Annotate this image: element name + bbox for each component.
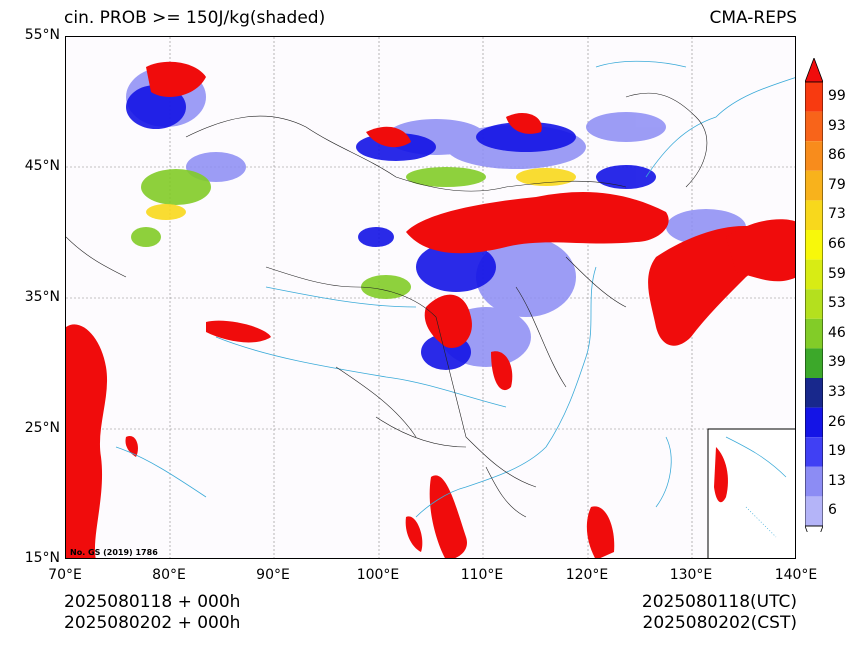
colorbar-segment xyxy=(805,378,823,408)
colorbar-segment xyxy=(805,230,823,260)
colorbar-label: 99 xyxy=(828,88,846,104)
colorbar-segment xyxy=(805,466,823,497)
map-approval-note: No. GS (2019) 1786 xyxy=(70,548,158,557)
boundaries xyxy=(66,92,708,518)
colorbar-segment xyxy=(805,496,823,526)
lat-label-25: 25°N xyxy=(24,420,60,436)
init-time-utc: 2025080118 + 000h xyxy=(64,592,241,612)
colorbar-segment xyxy=(805,318,823,349)
colorbar-label: 13 xyxy=(828,472,846,489)
lon-label-90: 90°E xyxy=(256,567,290,583)
colorbar-label: 86 xyxy=(828,147,846,164)
lon-label-140: 140°E xyxy=(774,567,818,583)
inset-map xyxy=(707,428,795,558)
colorbar-segment xyxy=(805,82,823,112)
colorbar-bottom-arrow xyxy=(805,525,823,532)
colorbar-label: 53 xyxy=(828,295,846,312)
lat-label-15: 15°N xyxy=(24,550,60,566)
lat-label-45: 45°N xyxy=(24,158,60,174)
map-panel: No. GS (2019) 1786 xyxy=(65,36,796,559)
init-time-block: 2025080118 + 000h 2025080202 + 000h xyxy=(64,592,240,634)
lon-label-70: 70°E xyxy=(48,567,82,583)
colorbar-top-arrow xyxy=(805,58,823,83)
colorbar-label: 6 xyxy=(828,502,837,519)
lon-label-120: 120°E xyxy=(565,567,609,583)
shaded-green xyxy=(131,167,486,299)
lon-label-130: 130°E xyxy=(669,567,713,583)
valid-time-block: 2025080118(UTC) 2025080202(CST) xyxy=(642,592,797,634)
colorbar-label: 39 xyxy=(828,354,846,371)
model-name: CMA-REPS xyxy=(709,8,797,28)
lon-label-110: 110°E xyxy=(460,567,504,583)
map-title: cin. PROB >= 150J/kg(shaded) xyxy=(64,8,326,28)
colorbar-label: 33 xyxy=(828,384,846,400)
colorbar-label: 19 xyxy=(828,443,846,460)
valid-time-cst: 2025080202(CST) xyxy=(642,613,797,633)
colorbar-segment xyxy=(805,170,823,201)
colorbar-segment xyxy=(805,141,823,171)
lat-label-55: 55°N xyxy=(24,27,60,43)
colorbar-segment xyxy=(805,259,823,290)
init-time-cst: 2025080202 + 000h xyxy=(64,613,241,633)
colorbar-label: 59 xyxy=(828,265,846,282)
shaded-high xyxy=(66,61,795,558)
lon-label-100: 100°E xyxy=(356,567,400,583)
colorbar-label: 93 xyxy=(828,117,846,134)
colorbar-label: 79 xyxy=(828,176,846,193)
colorbar-label: 66 xyxy=(828,236,846,252)
valid-time-utc: 2025080118(UTC) xyxy=(641,592,797,612)
lat-label-35: 35°N xyxy=(24,289,60,305)
colorbar-segment xyxy=(805,200,823,230)
colorbar-label: 73 xyxy=(828,206,846,223)
coastline xyxy=(115,60,795,518)
map-svg xyxy=(66,37,795,558)
colorbar-label: 26 xyxy=(828,413,846,430)
colorbar-segment xyxy=(805,407,823,438)
lon-label-80: 80°E xyxy=(152,567,186,583)
colorbar-label: 46 xyxy=(828,324,846,341)
colorbar-segment xyxy=(805,289,823,319)
colorbar-segment xyxy=(805,437,823,467)
colorbar-outline xyxy=(805,81,823,527)
colorbar-segment xyxy=(805,111,823,142)
shaded-mid xyxy=(126,85,656,370)
colorbar-segment xyxy=(805,348,823,378)
colorbar xyxy=(805,58,823,532)
